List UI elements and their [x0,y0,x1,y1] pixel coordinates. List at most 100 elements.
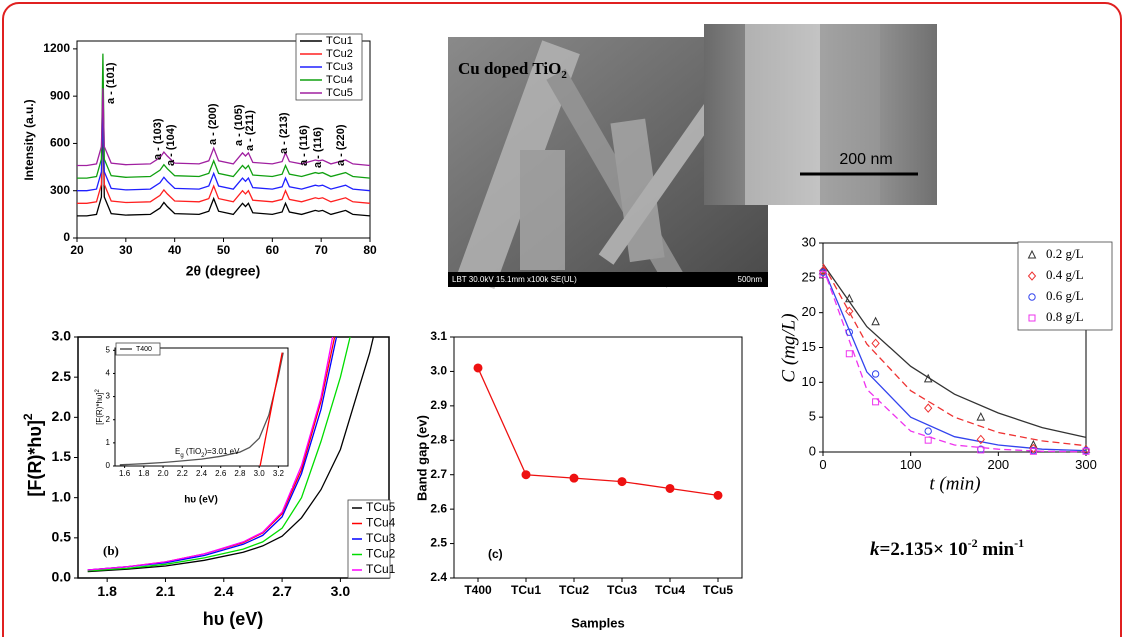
x-tick-label: TCu4 [655,583,685,597]
y-tick-label: 2.7 [430,467,447,481]
x-tick-label: 1.8 [138,469,150,478]
y-tick-label: 3.1 [430,329,447,343]
y-tick-label: 0 [809,443,816,458]
annotation-sub: g [180,453,183,459]
x-tick-label: 30 [119,243,133,257]
y-axis-label: Intensity (a.u.) [22,99,36,180]
y-tick-label: 15 [802,339,816,354]
x-axis-label: Samples [571,615,624,630]
legend-label: TCu4 [366,516,396,530]
y-tick-label: 1200 [43,41,70,55]
marker [844,293,854,303]
sem-info: LBT 30.0kV 15.1mm x100k SE(UL) [452,275,577,284]
y-tick-label: 20 [802,304,816,319]
marker [977,446,985,454]
marker [1029,447,1037,455]
x-tick-label: 70 [314,243,328,257]
y-tick-label: 25 [802,269,816,284]
y-tick-label: 3.0 [52,328,72,344]
series-line [77,88,371,167]
y-axis-label: [F(R)*hυ]2 [21,413,45,496]
x-tick-label: 2.8 [234,469,246,478]
y-tick-label: 2.5 [52,368,72,384]
y-tick-label: 5 [106,345,111,354]
marker [713,490,723,500]
annotation-part: )=3.01 eV [205,447,241,456]
x-tick-label: 2.1 [156,583,176,599]
x-tick-label: TCu2 [559,583,589,597]
legend-box [115,342,161,356]
scale-bar-label: 200 nm [839,151,892,168]
panel-label: (c) [488,547,503,561]
series-line [477,367,719,497]
y-tick-label: 1.5 [52,448,72,464]
x-tick-label: T400 [464,583,492,597]
caption-part: =2.135× 10 [880,539,968,560]
sem-label: Cu doped TiO2 [458,59,567,81]
x-tick-label: 100 [900,457,922,472]
peak-annotation: a - (213) [278,112,290,154]
legend-label: TCu5 [366,500,396,514]
marker [871,338,880,349]
series-line [77,111,371,217]
legend-label: 0.2 g/L [1046,246,1084,261]
legend-label: T400 [136,346,152,353]
x-tick-label: TCu5 [703,583,733,597]
legend-label: 0.4 g/L [1046,267,1084,282]
label-part: [F(R)*hυ] [25,420,45,496]
y-tick-label: 2.5 [430,536,447,550]
x-tick-label: 0 [819,457,826,472]
y-tick-label: 2.6 [430,501,447,515]
y-tick-label: 30 [802,234,816,249]
peak-annotation: a - (104) [165,124,177,166]
marker [617,477,627,487]
y-tick-label: 2.9 [430,398,447,412]
caption-sup: -1 [1014,536,1024,550]
marker [923,373,933,383]
marker [1027,249,1037,259]
x-tick-label: TCu3 [607,583,637,597]
annotation-sub: 2 [201,453,205,459]
x-tick-label: 200 [987,457,1009,472]
y-tick-label: 600 [50,136,70,150]
peak-annotation: a - (220) [335,124,347,166]
peak-annotation: a - (103) [152,118,164,160]
y-axis-label: Band gap (ev) [414,415,429,501]
legend-label: 0.8 g/L [1046,309,1084,324]
panel-label: (b) [103,543,119,558]
inset-x-axis-label: hυ (eV) [184,495,218,506]
marker [924,403,933,413]
x-axis-label: 2θ (degree) [186,263,260,279]
legend-label: TCu1 [366,562,396,576]
x-axis-label: t (min) [929,473,980,494]
y-tick-label: 1.0 [52,488,72,504]
sem-info-bar [448,272,768,287]
x-tick-label: 3.2 [273,469,285,478]
y-tick-label: 5 [809,409,816,424]
series-line [822,263,1087,447]
marker [1029,443,1038,454]
y-tick-label: 2.8 [430,432,447,446]
peak-annotation: a - (116) [298,125,310,166]
series-line [77,115,371,192]
marker [976,412,986,421]
annotation-part: E [175,447,180,456]
peak-annotation: a - (211) [244,110,256,151]
series-line [87,336,375,573]
legend-label: TCu4 [326,74,353,86]
peak-annotation: a - (105) [233,104,245,146]
x-tick-label: 3.0 [331,583,351,599]
caption-part: k [870,539,880,560]
plot-frame [453,336,743,579]
marker [819,270,827,278]
x-tick-label: 1.6 [119,469,131,478]
x-tick-label: 20 [70,243,84,257]
y-tick-label: 1 [106,438,111,447]
legend-label: TCu3 [366,531,396,545]
marker [1027,271,1037,281]
x-tick-label: 2.2 [177,469,189,478]
marker [665,483,675,493]
sem-inset-rod [820,24,880,205]
